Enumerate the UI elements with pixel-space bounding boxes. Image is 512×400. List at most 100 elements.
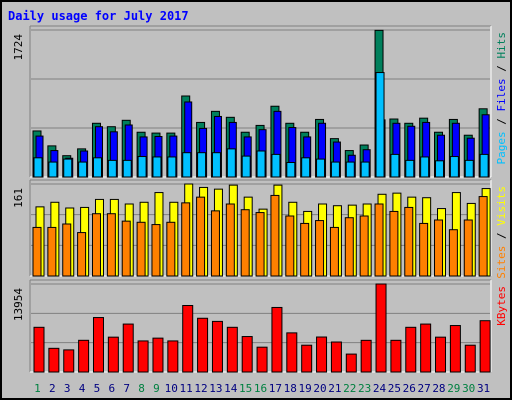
bar-kbytes-day-18 [286, 332, 298, 373]
x-tick-label-3: 3 [64, 382, 71, 395]
x-tick-label-27: 27 [417, 382, 430, 395]
bar-pages-day-14 [226, 148, 236, 178]
bar-pages-day-21 [330, 161, 340, 178]
x-tick-label-18: 18 [284, 382, 297, 395]
bar-pages-day-18 [286, 162, 296, 178]
bar-kbytes-day-7 [122, 323, 134, 373]
bar-pages-day-17 [271, 153, 281, 178]
bar-sites-day-22 [344, 217, 354, 277]
bar-pages-day-6 [107, 159, 117, 178]
bar-sites-day-2 [47, 226, 57, 277]
right-legend: Sites / Visits [495, 186, 508, 279]
bar-sites-day-1 [32, 226, 42, 277]
bar-pages-day-4 [78, 161, 88, 178]
bar-kbytes-day-16 [256, 346, 268, 373]
bar-sites-day-21 [329, 226, 339, 277]
bar-kbytes-day-9 [152, 337, 164, 373]
bar-kbytes-day-31 [479, 320, 491, 373]
bar-pages-day-31 [479, 153, 489, 178]
bar-sites-day-4 [77, 232, 87, 277]
x-tick-label-19: 19 [298, 382, 311, 395]
legend-pages: Pages [495, 131, 508, 164]
x-tick-label-20: 20 [313, 382, 326, 395]
bar-kbytes-day-21 [330, 341, 342, 373]
bar-sites-day-16 [255, 212, 265, 277]
y-max-label: 161 [12, 188, 25, 208]
bar-sites-day-19 [300, 222, 310, 277]
bar-kbytes-day-6 [107, 336, 119, 373]
bar-sites-day-3 [62, 223, 72, 277]
x-tick-label-25: 25 [388, 382, 401, 395]
y-max-label: 13954 [12, 288, 25, 321]
x-tick-label-26: 26 [403, 382, 416, 395]
y-max-label: 1724 [12, 34, 25, 61]
legend-separator: / [495, 59, 508, 79]
bar-kbytes-day-20 [316, 336, 328, 373]
x-tick-label-30: 30 [462, 382, 475, 395]
bar-sites-day-31 [478, 196, 488, 277]
right-legend: Pages / Files / Hits [495, 32, 508, 165]
bar-pages-day-30 [464, 159, 474, 178]
bar-kbytes-day-29 [449, 325, 461, 373]
bar-kbytes-day-14 [226, 326, 238, 373]
bar-sites-day-9 [151, 224, 161, 277]
bar-sites-day-23 [359, 215, 369, 277]
bar-kbytes-day-11 [182, 304, 194, 373]
bar-kbytes-day-13 [211, 320, 223, 373]
legend-hits: Hits [495, 32, 508, 59]
bar-sites-day-7 [121, 220, 131, 277]
x-tick-label-6: 6 [108, 382, 115, 395]
bar-kbytes-day-2 [48, 347, 60, 373]
bar-pages-day-7 [122, 159, 132, 178]
bar-sites-day-26 [404, 206, 414, 277]
bar-pages-day-2 [48, 161, 58, 178]
x-tick-label-24: 24 [373, 382, 387, 395]
x-tick-label-16: 16 [254, 382, 267, 395]
bar-sites-day-29 [448, 229, 458, 277]
bar-sites-day-18 [285, 215, 295, 277]
x-tick-label-14: 14 [224, 382, 238, 395]
bar-pages-day-15 [241, 155, 251, 178]
bar-kbytes-day-27 [420, 323, 432, 373]
legend-visits: Visits [495, 186, 508, 226]
bar-sites-day-11 [181, 202, 191, 277]
bar-kbytes-day-5 [92, 317, 104, 373]
legend-separator: / [495, 226, 508, 246]
bar-sites-day-6 [106, 213, 116, 277]
bar-kbytes-day-30 [464, 344, 476, 373]
bar-pages-day-13 [211, 152, 221, 178]
legend-separator: / [495, 112, 508, 132]
bar-pages-day-10 [167, 156, 177, 178]
bar-sites-day-25 [389, 210, 399, 277]
bar-pages-day-25 [390, 153, 400, 178]
bar-kbytes-day-22 [345, 353, 357, 373]
bar-kbytes-day-10 [167, 340, 179, 373]
x-tick-label-7: 7 [123, 382, 130, 395]
right-legend: KBytes [495, 286, 508, 326]
bar-pages-day-26 [405, 159, 415, 178]
bar-pages-day-19 [301, 157, 311, 178]
bar-kbytes-day-26 [405, 326, 417, 373]
chart-title: Daily usage for July 2017 [8, 9, 189, 23]
x-tick-label-10: 10 [165, 382, 178, 395]
bar-pages-day-9 [152, 156, 162, 178]
x-tick-label-17: 17 [269, 382, 282, 395]
bar-sites-day-28 [434, 219, 444, 277]
legend-sites: Sites [495, 246, 508, 279]
bar-pages-day-16 [256, 150, 266, 178]
x-tick-label-9: 9 [153, 382, 160, 395]
bar-kbytes-day-19 [301, 344, 313, 373]
bar-sites-day-13 [210, 210, 220, 277]
bar-sites-day-15 [240, 209, 250, 277]
x-tick-label-8: 8 [138, 382, 145, 395]
bar-pages-day-3 [63, 158, 73, 178]
legend-files: Files [495, 78, 508, 111]
bar-sites-day-5 [91, 213, 101, 277]
bar-kbytes-day-12 [197, 317, 209, 373]
bar-kbytes-day-3 [63, 349, 75, 373]
bar-pages-day-23 [360, 161, 370, 178]
bar-pages-day-28 [435, 160, 445, 178]
legend-kbytes: KBytes [495, 286, 508, 326]
x-tick-label-29: 29 [447, 382, 460, 395]
